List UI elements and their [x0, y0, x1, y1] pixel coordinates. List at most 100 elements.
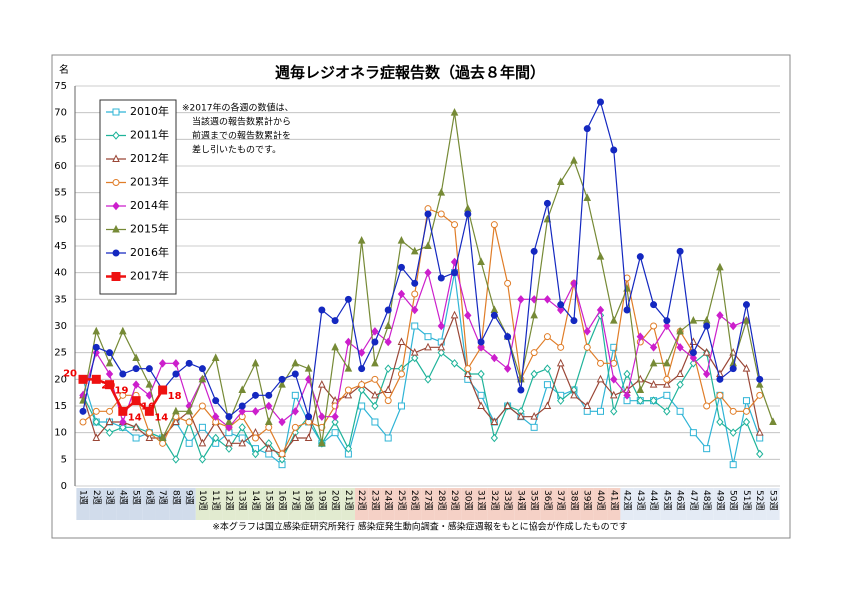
- legend-label: 2010年: [130, 104, 169, 118]
- point: [729, 365, 737, 373]
- point: [663, 321, 671, 331]
- legend-label: 2016年: [130, 245, 169, 259]
- point: [132, 353, 140, 361]
- point: [411, 353, 419, 363]
- label-band: [527, 488, 541, 520]
- point: [543, 401, 552, 409]
- point: [211, 353, 220, 361]
- label-band: [726, 488, 740, 520]
- point: [477, 369, 485, 379]
- point: [344, 444, 353, 453]
- point: [145, 365, 153, 373]
- point: [198, 374, 207, 383]
- label-band: [235, 488, 249, 520]
- x-tick-label: 28週: [436, 490, 447, 510]
- series-line: [82, 100, 761, 418]
- point: [238, 385, 247, 393]
- point: [676, 407, 684, 415]
- legend-label: 2013年: [130, 175, 169, 189]
- point: [570, 317, 578, 325]
- point: [689, 349, 697, 357]
- x-tick-label: 46週: [675, 490, 686, 510]
- data-label: 18: [168, 391, 182, 402]
- point: [650, 322, 658, 330]
- point: [716, 391, 724, 399]
- point: [251, 407, 260, 416]
- x-tick-label: 27週: [423, 490, 434, 510]
- point: [172, 406, 180, 415]
- point: [331, 342, 339, 351]
- label-band: [766, 488, 780, 520]
- point: [119, 370, 127, 378]
- label-band: [739, 488, 754, 520]
- label-band: [155, 488, 170, 520]
- point: [252, 434, 259, 442]
- point: [198, 365, 206, 373]
- x-tick-label: 31週: [476, 490, 487, 510]
- point: [371, 338, 379, 346]
- point: [703, 322, 711, 330]
- x-tick-label: 29週: [449, 490, 460, 510]
- point: [663, 391, 671, 399]
- point: [185, 359, 193, 367]
- point: [583, 343, 591, 351]
- label-band: [169, 488, 183, 520]
- x-tick-label: 41週: [608, 490, 619, 510]
- point: [371, 358, 379, 367]
- y-tick-label: 25: [54, 348, 67, 359]
- y-tick-label: 60: [54, 161, 67, 172]
- point: [424, 333, 432, 341]
- data-label: 14: [128, 412, 142, 423]
- point: [185, 418, 193, 426]
- x-tick-label: 44週: [648, 490, 659, 510]
- point: [265, 423, 273, 431]
- label-band: [567, 488, 581, 520]
- point: [106, 349, 114, 357]
- point: [411, 279, 419, 287]
- label-band: [301, 488, 316, 520]
- label-band: [102, 488, 117, 520]
- point: [358, 402, 366, 410]
- point: [112, 154, 120, 162]
- point: [384, 321, 393, 329]
- point: [597, 98, 604, 106]
- x-tick-label: 12週: [223, 490, 234, 510]
- point: [755, 428, 764, 436]
- point: [291, 391, 299, 399]
- point: [158, 385, 168, 395]
- point: [132, 365, 140, 373]
- point: [371, 390, 379, 399]
- y-tick-label: 45: [54, 241, 67, 252]
- x-tick-label: 32週: [489, 490, 500, 510]
- point: [131, 396, 141, 406]
- point: [583, 327, 591, 336]
- point: [212, 433, 220, 443]
- point: [264, 444, 273, 452]
- point: [105, 428, 114, 437]
- point: [676, 369, 684, 377]
- point: [331, 429, 339, 437]
- point: [158, 433, 167, 441]
- label-band: [368, 488, 382, 520]
- x-tick-label: 4週: [117, 490, 128, 505]
- label-band: [142, 488, 156, 520]
- point: [463, 369, 472, 377]
- point: [185, 406, 193, 415]
- point: [437, 342, 446, 351]
- label-band: [209, 488, 223, 520]
- x-tick-label: 34週: [515, 490, 526, 510]
- point: [530, 423, 538, 431]
- y-tick-label: 5: [61, 454, 67, 465]
- point: [212, 397, 220, 405]
- point: [742, 397, 750, 405]
- point: [145, 429, 153, 437]
- point: [265, 450, 273, 458]
- point: [371, 401, 379, 411]
- point: [676, 326, 684, 335]
- x-tick-label: 40週: [595, 490, 606, 510]
- point: [570, 390, 578, 399]
- point: [172, 455, 180, 464]
- point: [543, 199, 551, 207]
- point: [304, 433, 313, 441]
- y-tick-label: 75: [54, 81, 67, 92]
